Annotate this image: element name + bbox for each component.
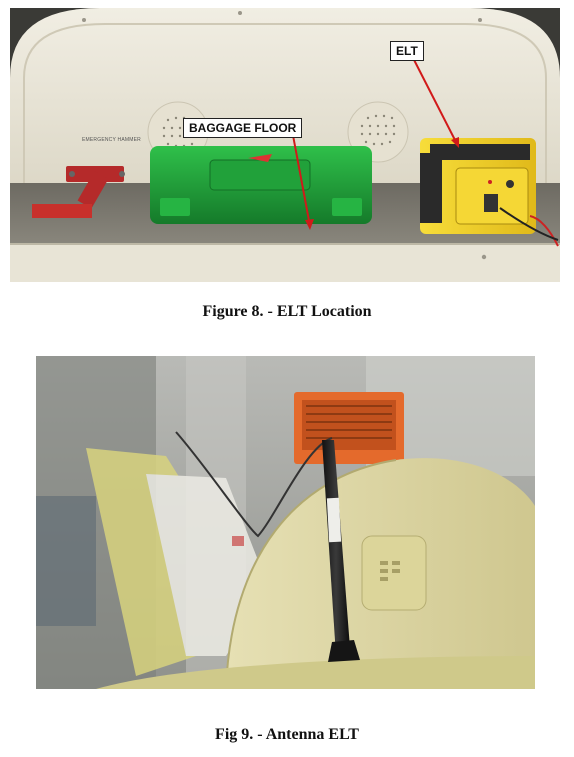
baggage-floor-callout: BAGGAGE FLOOR	[183, 118, 303, 138]
elt-unit	[420, 138, 559, 247]
wall-heater	[294, 392, 404, 464]
elt-antenna	[322, 440, 360, 662]
figure-9-caption: Fig 9. - Antenna ELT	[215, 726, 359, 743]
elt-callout: ELT	[390, 41, 424, 61]
emergency-hammer	[32, 166, 125, 218]
baggage-floor-arrow	[291, 129, 314, 230]
elt-location-illustration	[10, 8, 560, 282]
antenna-elt-photo	[36, 356, 535, 689]
elt-location-photo: EMERGENCY HAMMER BAGGAGE FLOOR ELT	[10, 8, 560, 282]
fuselage-dome	[96, 458, 535, 689]
antenna-elt-illustration	[36, 356, 535, 689]
figure-8-caption: Figure 8. - ELT Location	[202, 303, 372, 320]
emergency-hammer-placard: EMERGENCY HAMMER	[82, 137, 141, 143]
elt-arrow	[409, 51, 459, 148]
green-case	[150, 146, 372, 224]
